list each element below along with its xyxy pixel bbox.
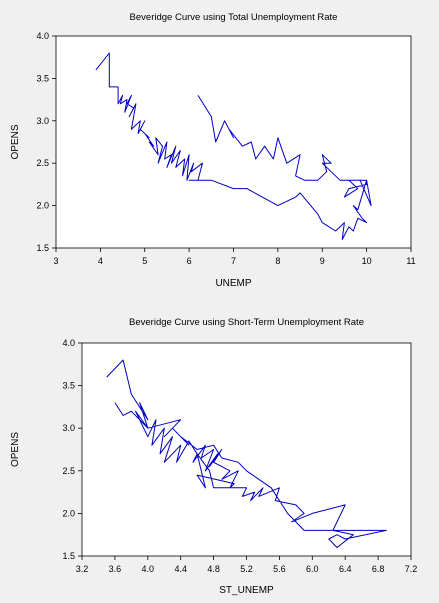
x-axis-label: ST_UNEMP xyxy=(219,585,274,596)
y-tick-label: 1.5 xyxy=(36,243,49,253)
x-tick-label: 5.2 xyxy=(240,564,253,574)
x-tick-label: 3.6 xyxy=(109,564,122,574)
x-tick-label: 3.2 xyxy=(76,564,89,574)
x-tick-label: 4.0 xyxy=(142,564,155,574)
chart-title: Beveridge Curve using Short-Term Unemplo… xyxy=(129,317,364,328)
x-tick-label: 4 xyxy=(98,256,103,266)
y-tick-label: 3.0 xyxy=(62,423,75,433)
chart-total-unemployment: Beveridge Curve using Total Unemployment… xyxy=(10,12,416,289)
y-tick-label: 3.5 xyxy=(62,381,75,391)
x-axis-label: UNEMP xyxy=(215,278,251,289)
x-tick-label: 11 xyxy=(406,256,415,266)
chart-title: Beveridge Curve using Total Unemployment… xyxy=(130,12,338,23)
series-line-0 xyxy=(95,52,372,240)
y-tick-label: 2.0 xyxy=(36,201,49,211)
y-tick-label: 2.5 xyxy=(36,158,49,168)
y-tick-label: 3.5 xyxy=(36,73,49,83)
y-tick-label: 3.0 xyxy=(36,116,49,126)
y-axis-label: OPENS xyxy=(10,124,21,159)
x-tick-label: 8 xyxy=(275,256,280,266)
y-tick-label: 2.0 xyxy=(62,508,75,518)
y-tick-label: 4.0 xyxy=(36,31,49,41)
x-tick-label: 5 xyxy=(142,256,147,266)
x-tick-label: 4.4 xyxy=(174,564,187,574)
chart-short-term-unemployment: Beveridge Curve using Short-Term Unemplo… xyxy=(10,317,417,596)
y-tick-label: 4.0 xyxy=(62,338,75,348)
x-tick-label: 5.6 xyxy=(273,564,286,574)
x-tick-label: 3 xyxy=(53,256,58,266)
x-tick-label: 10 xyxy=(362,256,372,266)
x-tick-label: 6.0 xyxy=(306,564,319,574)
y-tick-label: 2.5 xyxy=(62,466,75,476)
y-tick-label: 1.5 xyxy=(62,551,75,561)
x-tick-label: 9 xyxy=(320,256,325,266)
x-tick-label: 7 xyxy=(231,256,236,266)
x-tick-label: 6 xyxy=(187,256,192,266)
x-tick-label: 6.4 xyxy=(339,564,352,574)
series-line-0 xyxy=(106,359,387,548)
x-tick-label: 4.8 xyxy=(207,564,220,574)
x-tick-label: 7.2 xyxy=(405,564,418,574)
plot-area xyxy=(81,342,412,557)
plot-area xyxy=(55,35,412,249)
x-tick-label: 6.8 xyxy=(372,564,385,574)
y-axis-label: OPENS xyxy=(10,432,21,467)
